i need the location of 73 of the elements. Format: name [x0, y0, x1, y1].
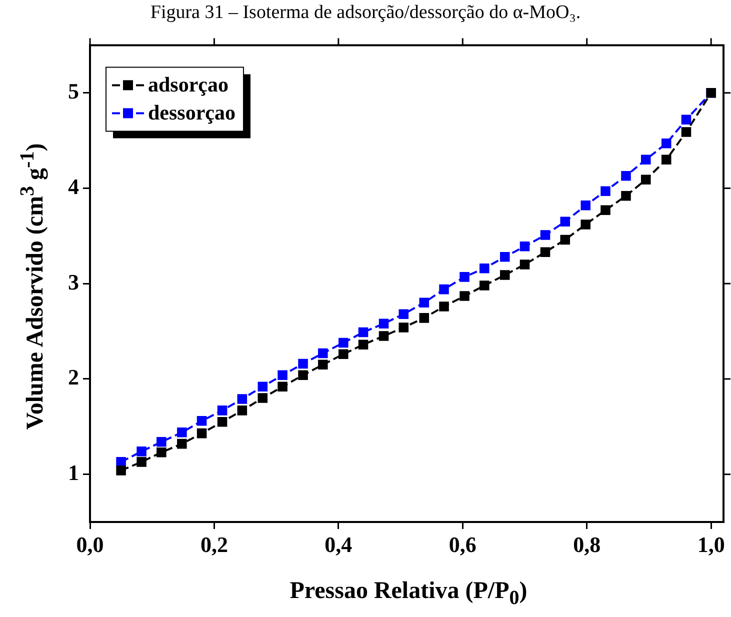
point	[318, 348, 328, 358]
x-tick-label: 1,0	[697, 532, 725, 557]
y-tick-label: 4	[68, 174, 79, 199]
point	[378, 331, 389, 341]
point	[116, 466, 126, 476]
point	[520, 242, 530, 252]
point	[237, 406, 248, 416]
point	[500, 270, 510, 280]
point	[540, 230, 550, 240]
point	[460, 291, 470, 301]
point	[378, 318, 389, 329]
point	[479, 280, 490, 290]
point	[460, 272, 470, 282]
point	[661, 154, 672, 165]
point	[338, 349, 348, 360]
point	[560, 234, 570, 245]
point	[278, 382, 288, 392]
point	[136, 446, 146, 456]
point	[196, 416, 207, 426]
x-tick-label: 0,8	[573, 532, 601, 557]
x-tick-label: 0,4	[324, 532, 352, 557]
point	[318, 360, 328, 370]
point	[500, 252, 510, 262]
point	[419, 313, 430, 323]
point	[136, 457, 146, 467]
point	[217, 416, 228, 427]
point	[177, 427, 187, 438]
x-tick-label: 0,2	[200, 532, 228, 557]
point	[681, 114, 692, 124]
point	[540, 247, 550, 258]
point	[398, 322, 409, 332]
point	[621, 170, 631, 181]
legend-label: adsorçao	[148, 72, 228, 97]
point	[419, 298, 430, 308]
point	[217, 406, 228, 416]
legend-label: dessorçao	[148, 100, 236, 125]
x-tick-label: 0,6	[448, 532, 476, 557]
point	[439, 302, 449, 312]
point	[298, 358, 308, 369]
point	[479, 263, 490, 274]
x-tick-label: 0,0	[76, 532, 104, 557]
point	[177, 438, 187, 449]
point	[681, 127, 692, 137]
point	[560, 216, 570, 227]
point	[358, 340, 368, 350]
point	[600, 186, 610, 196]
point	[156, 448, 166, 458]
chart-title: Figura 31 – Isoterma de adsorção/dessorção do α-MoO₃.	[149, 2, 582, 24]
point	[398, 309, 409, 320]
point	[640, 174, 651, 185]
point	[358, 327, 368, 338]
point	[600, 205, 610, 216]
point	[298, 370, 308, 380]
x-axis-title: Pressao Relativa (P/P$_{0}$)	[288, 578, 528, 610]
point	[258, 382, 268, 392]
point	[338, 338, 348, 348]
point	[439, 284, 449, 294]
y-tick-label: 1	[68, 460, 79, 486]
point	[520, 260, 530, 270]
point	[580, 220, 591, 230]
point	[237, 394, 248, 404]
y-tick-label: 2	[68, 364, 79, 390]
point	[640, 154, 651, 165]
point	[156, 437, 166, 447]
point	[621, 190, 631, 201]
y-tick-label: 5	[68, 78, 79, 104]
point	[196, 428, 207, 438]
point	[278, 370, 288, 380]
y-tick-label: 3	[68, 269, 79, 294]
point	[258, 393, 268, 403]
point	[580, 200, 591, 210]
point	[116, 457, 126, 467]
point	[661, 138, 672, 148]
